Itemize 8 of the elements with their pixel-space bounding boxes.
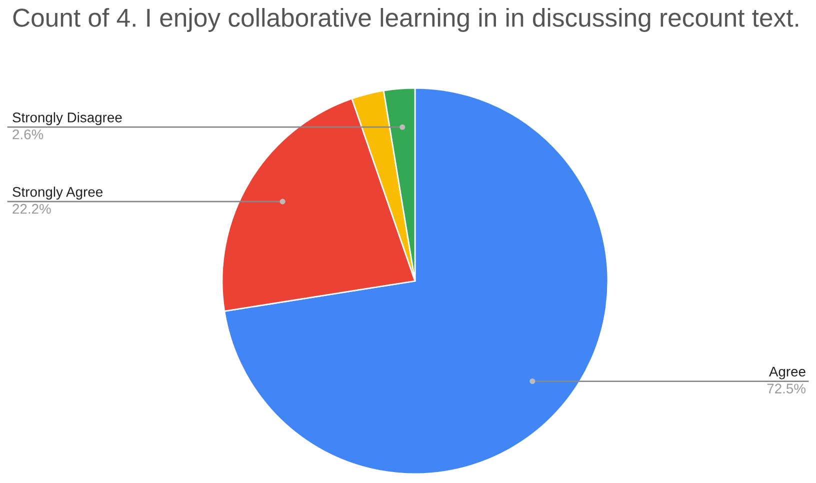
pie-slice xyxy=(224,87,609,475)
data-label: 22.2% xyxy=(12,204,51,214)
slice-label: Strongly Disagree xyxy=(12,112,122,126)
slice-label: Agree xyxy=(768,366,806,380)
data-label: 72.5% xyxy=(767,384,806,394)
chart-title: Count of 4. I enjoy collaborative learning in in discussing recount text. xyxy=(13,8,798,32)
data-label: 2.6% xyxy=(12,129,44,140)
slice-label: Strongly Agree xyxy=(12,186,102,200)
